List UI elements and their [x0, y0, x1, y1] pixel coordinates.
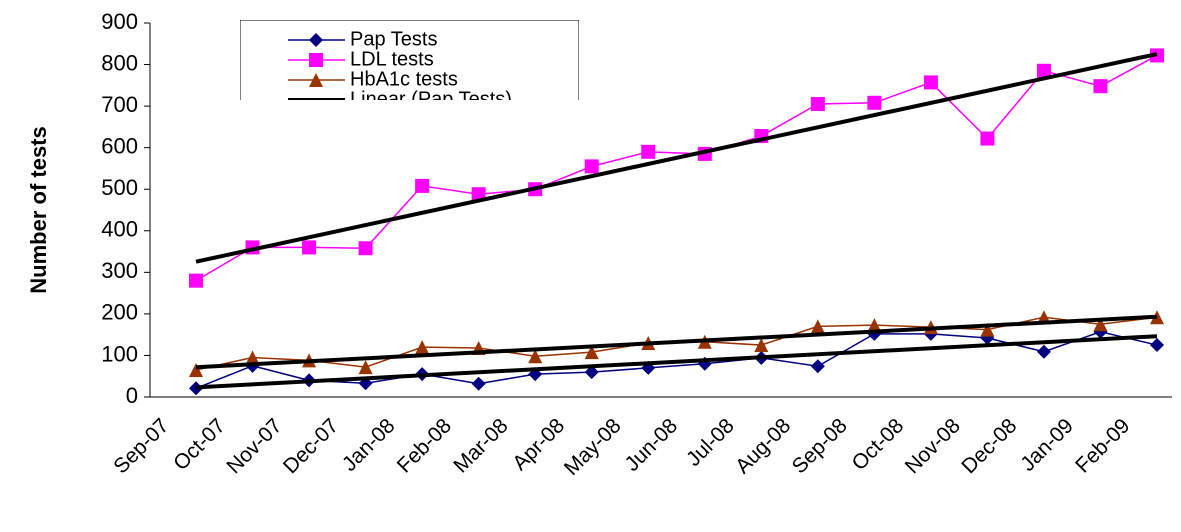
x-tick-label: Nov-08: [901, 414, 965, 478]
marker: [980, 322, 995, 337]
x-tick-label: Aug-08: [731, 414, 795, 478]
x-tick-label: Feb-08: [393, 414, 456, 477]
x-tick-label: Oct-07: [169, 414, 230, 475]
legend-label: LDL tests: [350, 48, 434, 70]
marker: [189, 362, 203, 377]
marker: [471, 187, 486, 202]
marker: [867, 318, 882, 333]
legend-label: HbA1c tests: [350, 68, 458, 90]
marker: [309, 53, 323, 67]
marker: [309, 73, 323, 87]
y-axis-title: Number of tests: [26, 126, 51, 293]
marker: [1036, 344, 1051, 359]
marker: [584, 345, 599, 360]
y-tick-label: 0: [126, 383, 138, 408]
y-tick-label: 900: [101, 9, 138, 34]
y-tick-label: 100: [101, 341, 138, 366]
marker: [923, 75, 938, 90]
marker: [528, 349, 543, 364]
x-tick-label: Apr-08: [508, 414, 569, 475]
y-tick-label: 700: [101, 92, 138, 117]
x-tick-label: Feb-09: [1071, 414, 1134, 477]
x-tick-label: Dec-08: [957, 414, 1021, 478]
marker: [415, 340, 430, 355]
plot-area: 0 100 200 300 400 500 600 700 800 900 Sep-07Oct-07…: [101, 9, 1172, 480]
marker: [189, 381, 203, 396]
marker: [810, 319, 825, 334]
y-tick-label: 400: [101, 217, 138, 242]
x-tick-label: May-08: [560, 414, 626, 480]
y-tick-label: 500: [101, 175, 138, 200]
marker: [358, 241, 373, 256]
marker: [415, 178, 430, 193]
marker: [584, 365, 599, 380]
marker: [810, 359, 825, 374]
x-tick-label: Sep-08: [788, 414, 852, 478]
marker: [980, 131, 995, 146]
marker: [245, 350, 260, 365]
legend-label: Linear (Pap Tests): [350, 88, 512, 110]
marker: [810, 97, 825, 112]
x-tick-label: Nov-07: [222, 414, 286, 478]
trend-line: [195, 314, 1158, 370]
x-tick-label: Jan-08: [338, 414, 400, 476]
marker: [1036, 63, 1051, 78]
x-tick-label: Dec-07: [279, 414, 343, 478]
marker: [1150, 338, 1165, 353]
series-line: [195, 54, 1158, 282]
y-tick-label: 200: [101, 300, 138, 325]
marker: [1093, 317, 1108, 332]
trend-line: [195, 52, 1158, 264]
legend-label: Pap Tests: [350, 28, 437, 50]
y-tick-label: 600: [101, 133, 138, 158]
x-tick-label: Sep-07: [109, 414, 173, 478]
marker: [754, 338, 769, 353]
y-tick-label: 300: [101, 258, 138, 283]
marker: [189, 273, 203, 288]
marker: [309, 33, 323, 47]
x-tick-label: Jun-08: [621, 414, 683, 476]
marker: [584, 159, 599, 174]
marker: [641, 144, 656, 159]
marker: [1093, 79, 1108, 94]
y-tick-label: 800: [101, 50, 138, 75]
marker: [302, 240, 317, 255]
x-tick-label: Mar-08: [449, 414, 512, 477]
marker: [358, 360, 373, 375]
trend-line: [195, 334, 1158, 390]
x-tick-label: Oct-08: [848, 414, 909, 475]
marker: [867, 95, 882, 110]
series-line: [195, 330, 1158, 389]
x-tick-label: Jan-09: [1016, 414, 1078, 476]
marker: [471, 376, 486, 391]
